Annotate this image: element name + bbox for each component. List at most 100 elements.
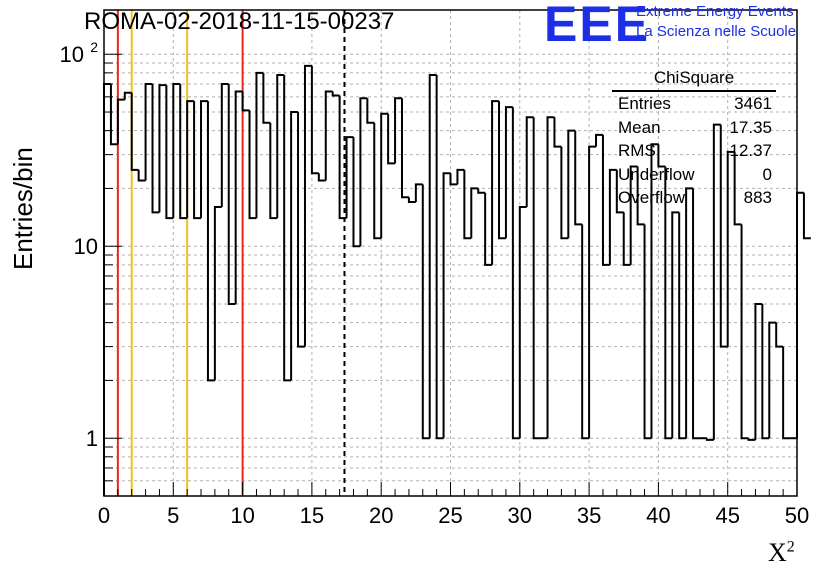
histogram-bin	[650, 143, 659, 439]
histogram-bin	[179, 83, 188, 220]
histogram-bin	[581, 224, 590, 440]
eee-logo: EEE	[544, 0, 651, 52]
x-tick-label: 40	[646, 503, 670, 528]
histogram-bin	[678, 212, 687, 440]
histogram-bars	[103, 64, 811, 496]
histogram-bin	[324, 90, 333, 181]
histogram-bin	[220, 82, 229, 208]
x-tick-label: 50	[785, 503, 809, 528]
logo-line-1: Extreme Energy Events	[636, 3, 794, 20]
histogram-bin	[144, 82, 153, 181]
x-tick-label: 20	[369, 503, 393, 528]
histogram-bin	[636, 166, 645, 226]
histogram-bin	[234, 90, 243, 305]
histogram-bin	[775, 322, 784, 348]
histogram-bin	[615, 169, 624, 214]
stats-row: Mean 17.35	[612, 116, 776, 140]
histogram-bin	[303, 64, 312, 347]
histogram-bin	[151, 83, 160, 214]
histogram-bin	[130, 92, 139, 171]
histogram-bin	[116, 98, 125, 145]
histogram-bin	[532, 117, 541, 440]
grid-lines	[104, 10, 797, 497]
histogram-bin	[172, 82, 181, 219]
histogram-bin	[657, 144, 666, 168]
histogram-bin	[726, 150, 735, 347]
stats-box: ChiSquare Entries 3461 Mean 17.35 RMS 12.37…	[612, 68, 776, 210]
histogram-bin	[290, 111, 299, 381]
histogram-bin	[123, 91, 132, 100]
tick-labels: 0 5 10 15 20 25 30 35 40 45 50 1 10 10 2	[60, 39, 810, 528]
stats-row: Overflow 883	[612, 186, 776, 210]
histogram-bin	[241, 91, 250, 112]
histogram-bin	[719, 124, 728, 348]
y-tick-label: 1	[86, 426, 98, 451]
reference-lines	[116, 10, 346, 496]
histogram-bin	[463, 169, 472, 240]
x-axis-label: X2	[768, 538, 795, 568]
histogram-bin	[525, 116, 534, 208]
histogram-bin	[802, 192, 811, 240]
histogram-bin	[574, 130, 583, 226]
histogram-bin	[553, 117, 562, 148]
histogram-bin	[754, 303, 763, 440]
stats-label: Entries	[618, 94, 671, 113]
stats-row: Entries 3461	[612, 92, 776, 116]
x-tick-label: 15	[300, 503, 324, 528]
histogram-bin	[705, 438, 714, 441]
histogram-bin	[165, 85, 174, 220]
x-tick-label: 45	[715, 503, 739, 528]
stats-value: 12.37	[729, 141, 772, 160]
histogram-bin	[283, 74, 292, 382]
stats-label: Overflow	[618, 188, 686, 207]
stats-value: 0	[762, 164, 772, 184]
histogram-bin	[518, 206, 527, 439]
histogram-bin	[400, 98, 409, 199]
histogram-bin	[428, 73, 437, 439]
y-tick-label: 10	[74, 234, 98, 259]
histogram-bin	[664, 166, 673, 440]
histogram-bin	[643, 224, 652, 440]
histogram-bin	[712, 123, 721, 440]
histogram-bin	[601, 134, 610, 266]
x-axis-label-superscript: 2	[786, 538, 795, 556]
stats-row: Underflow 0	[612, 163, 776, 187]
histogram-bin	[622, 212, 631, 266]
histogram-bin	[449, 173, 458, 186]
histogram-bin	[484, 192, 493, 266]
histogram-bin	[498, 101, 506, 240]
histogram-bin	[345, 136, 354, 219]
histogram-bin	[227, 83, 236, 306]
histogram-bin	[186, 100, 195, 219]
x-tick-label: 0	[98, 503, 110, 528]
histogram-bin	[200, 100, 208, 219]
y-tick-label-exponent: 2	[90, 39, 98, 55]
histogram-bin	[782, 346, 791, 440]
histogram-bin	[414, 183, 423, 202]
histogram-bin	[248, 110, 257, 220]
histogram-bin	[456, 168, 465, 185]
histogram-bin	[747, 438, 756, 441]
histogram-bin	[137, 169, 146, 182]
stats-value: 883	[743, 188, 772, 207]
histogram-bin	[692, 188, 700, 440]
histogram-bin	[629, 165, 638, 265]
histogram-bin	[740, 224, 749, 440]
histogram-bin	[671, 211, 680, 439]
stats-value: 3461	[734, 94, 772, 113]
y-axis-label: Entries/bin	[8, 147, 38, 270]
histogram-bin	[560, 146, 569, 240]
histogram-bin	[394, 97, 402, 164]
histogram-bin	[193, 101, 202, 220]
chart-title: ROMA-02-2018-11-15-00237	[84, 8, 395, 35]
histogram-bin	[373, 122, 382, 240]
histogram-bin	[206, 101, 215, 382]
axis-ticks	[103, 53, 798, 497]
histogram-bin	[269, 122, 278, 220]
histogram-bin	[310, 65, 319, 175]
histogram-bin	[317, 173, 326, 182]
histogram-bin	[595, 133, 603, 147]
histogram-bin	[338, 95, 347, 220]
histogram-bin	[262, 72, 271, 124]
